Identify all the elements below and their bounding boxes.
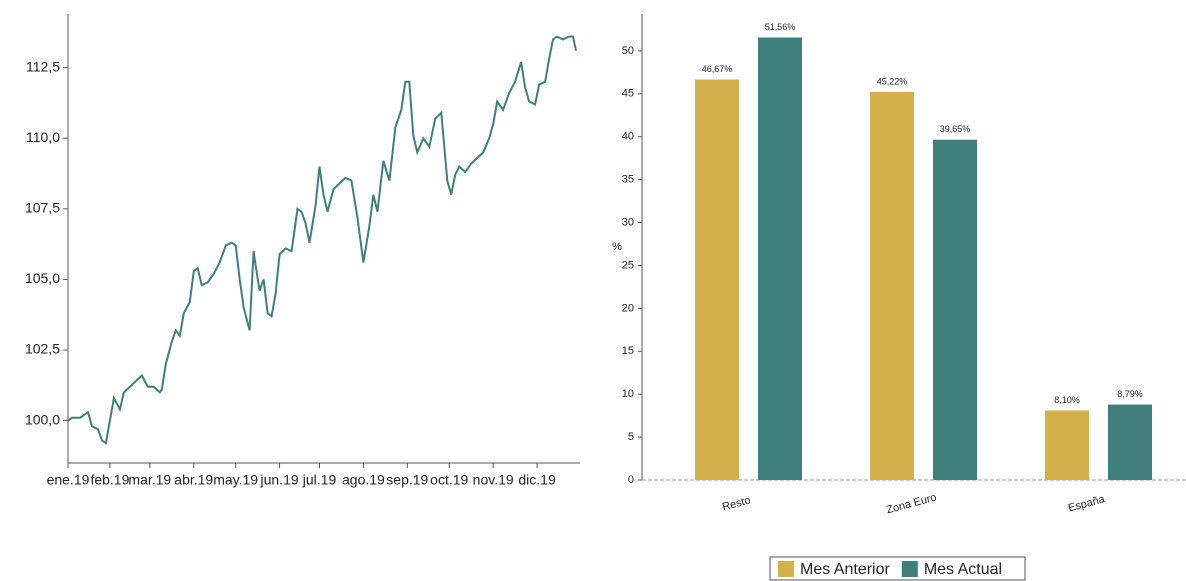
x-tick-label: may.19 bbox=[213, 472, 258, 488]
x-tick-label: abr.19 bbox=[174, 472, 213, 488]
bar bbox=[870, 91, 914, 480]
legend: Mes Anterior Mes Actual bbox=[769, 556, 1026, 581]
y-tick-label: 40 bbox=[622, 131, 634, 143]
x-tick-label: nov.19 bbox=[473, 472, 514, 488]
y-tick-label: 105,0 bbox=[25, 270, 60, 286]
legend-label: Mes Actual bbox=[924, 561, 1002, 578]
legend-swatch bbox=[901, 561, 918, 577]
y-axis-label: % bbox=[612, 241, 622, 253]
bar bbox=[933, 139, 977, 481]
bar-value-label: 8,79% bbox=[1117, 389, 1143, 399]
x-tick-label: sep.19 bbox=[386, 472, 428, 488]
y-tick-label: 10 bbox=[622, 388, 634, 400]
y-tick-label: 100,0 bbox=[25, 411, 60, 427]
legend-swatch bbox=[778, 561, 794, 577]
x-tick-label: dic.19 bbox=[518, 472, 556, 488]
bar-value-label: 46,67% bbox=[702, 64, 733, 74]
bar-value-label: 39,65% bbox=[940, 124, 971, 134]
y-tick-label: 102,5 bbox=[25, 341, 60, 357]
y-tick-label: 107,5 bbox=[25, 200, 60, 216]
bar-value-label: 45,22% bbox=[877, 76, 908, 86]
y-tick-label: 20 bbox=[622, 302, 634, 314]
bar bbox=[1108, 404, 1152, 480]
bar bbox=[758, 37, 802, 480]
x-tick-label: Resto bbox=[721, 494, 752, 513]
legend-frame bbox=[769, 556, 1026, 581]
x-tick-label: España bbox=[1067, 493, 1107, 514]
x-tick-label: mar.19 bbox=[128, 472, 171, 488]
y-tick-label: 110,0 bbox=[26, 129, 60, 145]
y-tick-label: 50 bbox=[622, 45, 634, 57]
y-tick-label: 15 bbox=[622, 345, 634, 357]
bar-value-label: 51,56% bbox=[765, 22, 796, 32]
y-tick-label: 25 bbox=[622, 259, 634, 271]
line-series bbox=[67, 35, 577, 445]
x-tick-label: ago.19 bbox=[342, 472, 385, 488]
x-tick-label: ene.19 bbox=[47, 472, 90, 488]
bar bbox=[695, 79, 739, 481]
y-tick-label: 30 bbox=[622, 216, 634, 228]
y-tick-label: 45 bbox=[622, 88, 634, 100]
x-tick-label: feb.19 bbox=[90, 472, 129, 488]
y-tick-label: 112,5 bbox=[26, 58, 60, 74]
y-tick-label: 5 bbox=[628, 431, 634, 443]
bar bbox=[1045, 410, 1089, 480]
legend-label: Mes Anterior bbox=[800, 561, 890, 578]
bar-value-label: 8,10% bbox=[1054, 395, 1080, 405]
x-tick-label: oct.19 bbox=[430, 472, 468, 488]
y-tick-label: 0 bbox=[628, 474, 634, 486]
x-tick-label: Zona Euro bbox=[885, 491, 938, 516]
x-tick-label: jul.19 bbox=[302, 472, 337, 488]
x-tick-label: jun.19 bbox=[260, 472, 299, 488]
y-tick-label: 35 bbox=[622, 174, 634, 186]
